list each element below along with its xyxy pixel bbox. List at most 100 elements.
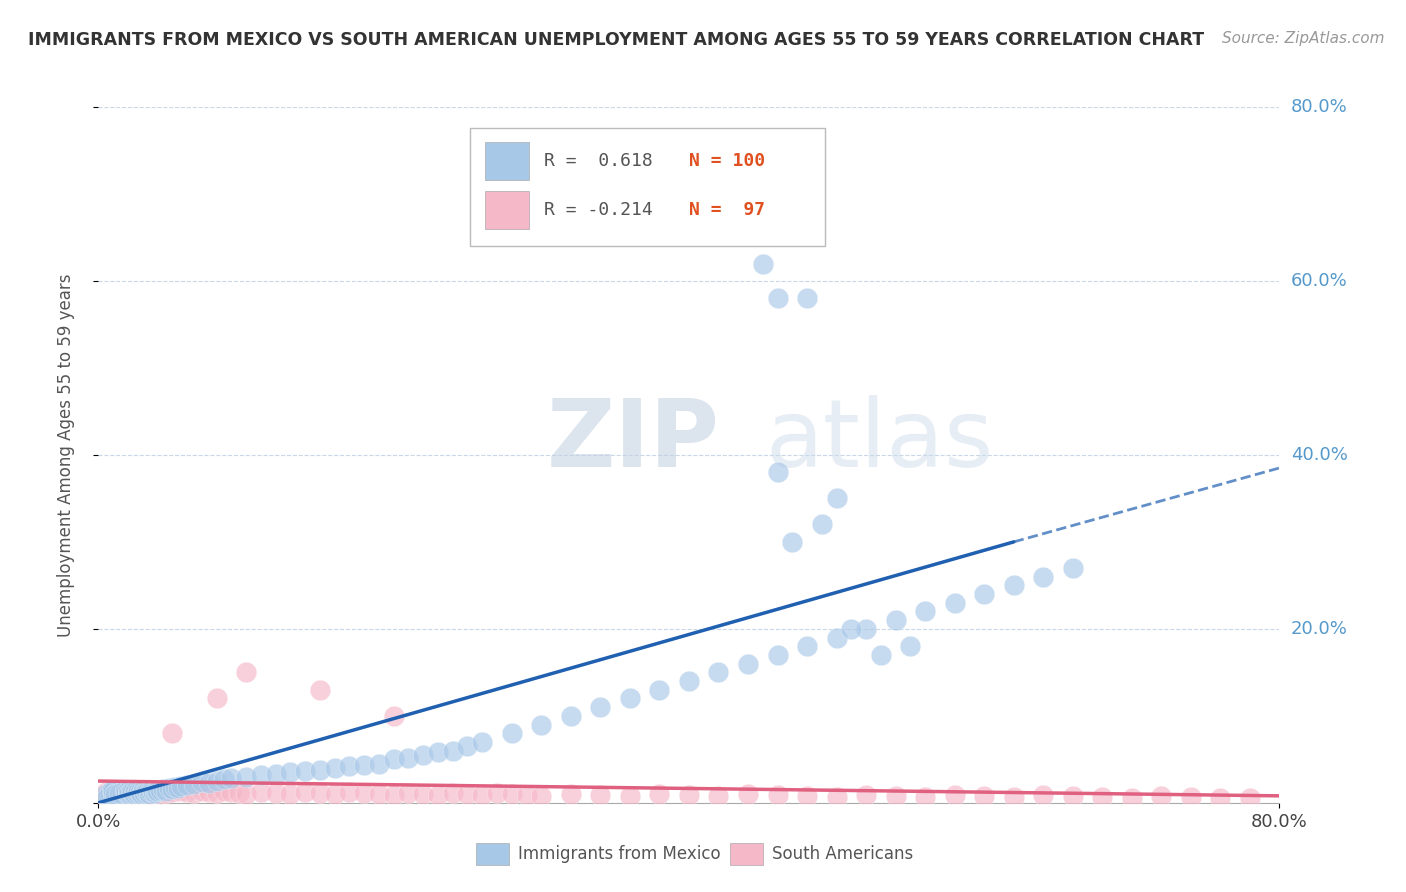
Point bbox=[368, 787, 391, 801]
Point bbox=[162, 785, 183, 799]
Point bbox=[309, 763, 332, 777]
Point bbox=[103, 789, 125, 803]
Point bbox=[104, 787, 127, 801]
Text: R =  0.618: R = 0.618 bbox=[544, 153, 652, 170]
Point bbox=[353, 758, 375, 772]
Point bbox=[678, 788, 700, 802]
Text: 60.0%: 60.0% bbox=[1291, 272, 1347, 290]
Point bbox=[129, 787, 152, 801]
Point bbox=[162, 781, 183, 796]
Point bbox=[294, 764, 316, 778]
Point bbox=[146, 784, 169, 798]
Point bbox=[235, 665, 257, 680]
Point bbox=[96, 787, 118, 801]
Point bbox=[766, 466, 789, 480]
Point bbox=[103, 788, 125, 802]
Bar bbox=[730, 843, 763, 865]
Point bbox=[1209, 790, 1232, 805]
Point bbox=[250, 768, 273, 782]
Point bbox=[135, 787, 157, 801]
Point bbox=[152, 785, 174, 799]
Point bbox=[943, 596, 966, 610]
Point bbox=[825, 789, 848, 804]
Point bbox=[1002, 789, 1025, 804]
Point bbox=[124, 787, 146, 801]
Point bbox=[120, 786, 142, 800]
Point bbox=[751, 256, 773, 270]
Point bbox=[456, 787, 478, 801]
Point bbox=[155, 786, 177, 800]
Point bbox=[943, 788, 966, 802]
Text: 40.0%: 40.0% bbox=[1291, 446, 1347, 464]
Point bbox=[1091, 789, 1114, 804]
Point bbox=[235, 787, 257, 801]
Point bbox=[152, 781, 174, 796]
Point bbox=[486, 786, 509, 800]
Point bbox=[98, 788, 121, 802]
Y-axis label: Unemployment Among Ages 55 to 59 years: Unemployment Among Ages 55 to 59 years bbox=[56, 273, 75, 637]
Point bbox=[157, 784, 180, 798]
Point bbox=[183, 777, 205, 791]
Text: 20.0%: 20.0% bbox=[1291, 620, 1347, 638]
Point bbox=[219, 785, 242, 799]
Point bbox=[107, 786, 129, 800]
Point bbox=[128, 786, 150, 800]
Text: Source: ZipAtlas.com: Source: ZipAtlas.com bbox=[1222, 31, 1385, 46]
Point bbox=[560, 708, 582, 723]
Point bbox=[1239, 791, 1261, 805]
Point bbox=[149, 787, 172, 801]
Point bbox=[619, 789, 641, 803]
Text: R = -0.214: R = -0.214 bbox=[544, 201, 652, 219]
Point bbox=[884, 613, 907, 627]
Point bbox=[441, 744, 464, 758]
Point bbox=[121, 789, 143, 803]
Point bbox=[707, 665, 730, 680]
Point bbox=[149, 782, 172, 797]
Point bbox=[146, 784, 169, 798]
Point bbox=[278, 787, 302, 801]
Point bbox=[900, 639, 922, 653]
Point bbox=[135, 783, 157, 797]
Point bbox=[198, 785, 221, 799]
Text: N =  97: N = 97 bbox=[689, 201, 765, 219]
Point bbox=[825, 631, 848, 645]
Point bbox=[118, 787, 141, 801]
Point bbox=[1180, 789, 1202, 804]
Point bbox=[93, 789, 115, 803]
Point bbox=[205, 786, 228, 800]
Point bbox=[115, 785, 138, 799]
Point bbox=[648, 682, 671, 697]
Point bbox=[737, 657, 759, 671]
Point bbox=[1062, 561, 1084, 575]
Point bbox=[110, 785, 132, 799]
Point bbox=[382, 752, 405, 766]
Point bbox=[396, 750, 419, 764]
Point bbox=[212, 784, 235, 798]
Point bbox=[825, 491, 848, 506]
Point bbox=[219, 772, 242, 786]
Point bbox=[111, 785, 134, 799]
Point bbox=[235, 770, 257, 784]
Point bbox=[124, 784, 146, 798]
Point bbox=[589, 788, 612, 802]
Point bbox=[914, 605, 936, 619]
Point bbox=[112, 788, 135, 802]
Point bbox=[250, 785, 273, 799]
Point bbox=[973, 587, 995, 601]
Point bbox=[412, 787, 434, 801]
Point bbox=[115, 789, 138, 803]
Point bbox=[105, 786, 128, 800]
Point bbox=[501, 726, 523, 740]
Point bbox=[157, 780, 180, 795]
Text: N = 100: N = 100 bbox=[689, 153, 765, 170]
Point bbox=[337, 759, 360, 773]
Point bbox=[110, 784, 132, 798]
Text: Immigrants from Mexico: Immigrants from Mexico bbox=[517, 846, 720, 863]
Point bbox=[212, 772, 235, 787]
Point bbox=[97, 789, 120, 804]
Point bbox=[107, 787, 129, 801]
Point bbox=[648, 787, 671, 801]
Text: IMMIGRANTS FROM MEXICO VS SOUTH AMERICAN UNEMPLOYMENT AMONG AGES 55 TO 59 YEARS : IMMIGRANTS FROM MEXICO VS SOUTH AMERICAN… bbox=[28, 31, 1205, 49]
Point bbox=[441, 786, 464, 800]
Point bbox=[138, 785, 160, 799]
